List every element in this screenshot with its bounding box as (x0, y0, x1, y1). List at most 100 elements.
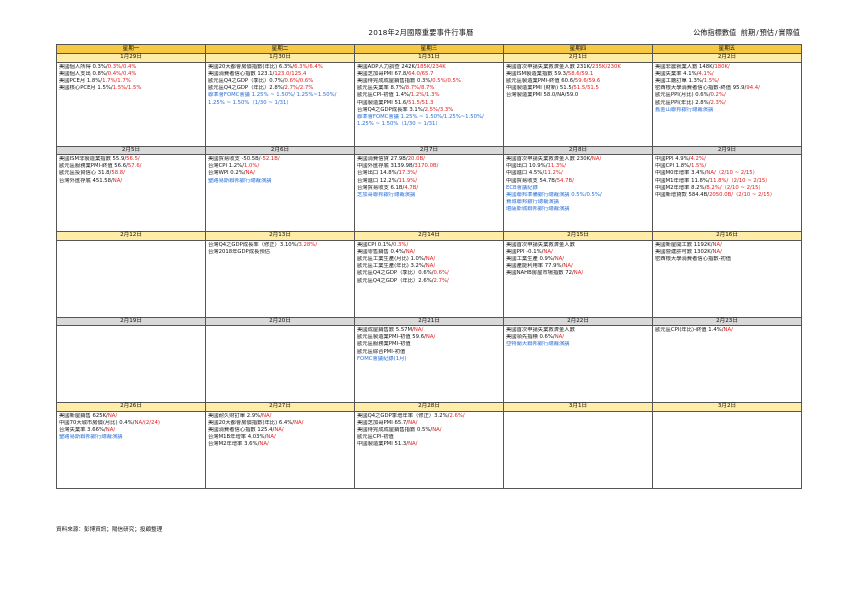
day-events: 美國Q4之GDP季增年率（修正）3.2%/2.6%/美國芝加哥PMI 65.7/… (354, 410, 504, 489)
day-events: 美國首次申請失業救濟金人數 230K/NA/中國出口 10.9%/11.3%/中… (503, 154, 653, 232)
event-values: 64.0/65.7 (408, 70, 434, 77)
event-calendar: 星期一 星期二 星期三 星期四 星期五 1月29日 1月30日 1月31日 2月1日 2… (56, 44, 802, 489)
event-text: 中國新增貸款 584.4B/ (655, 192, 710, 199)
event-line: 美國新屋開工數 1192K/NA/ (655, 242, 799, 249)
event-speech: FOMC會議紀錄(1月) (357, 355, 407, 362)
event-values: NA/ (413, 327, 424, 333)
event-values: 56.5/ (126, 156, 140, 162)
event-line: 1.25% ~ 1.50%（1/30 ~ 1/31） (208, 100, 352, 107)
date-cell: 2月9日 (652, 145, 802, 155)
event-line: 歐元區Q4之GDP（年比）2.8%/2.7%/2.7% (208, 85, 352, 92)
event-line: 美國成屋銷售數 5.57M/NA/ (357, 327, 501, 334)
event-text: 美國ISM非製造業指數 55.9/ (59, 156, 127, 162)
date-cell: 1月31日 (354, 53, 504, 63)
date-cell: 2月8日 (503, 145, 653, 155)
event-text: 美國芝加哥PMI 67.8/ (357, 70, 409, 77)
day-events: 中國PPI 4.9%/4.2%/中國CPI 1.8%/1.5%/中國M0年增率 … (652, 154, 802, 232)
event-line: 聖路易斯聯邦銀行總裁演講 (208, 178, 352, 185)
event-text: 歐元區CPI-初值 (357, 434, 394, 441)
event-values: NA/ (266, 434, 276, 441)
event-line: 歐元區PPI(年比) 2.8%/2.3%/ (655, 100, 799, 107)
event-text: 美國非農就業人數 148K/ (655, 63, 715, 70)
event-speech: 美國聯邦準備銀行總裁演講 0.5%/0.5%/ (506, 192, 602, 199)
event-text: 美國營建許可數 1302K/ (655, 248, 713, 255)
event-line: 美國20大都會房價指數(年比) 6.3%/6.3%/6.4% (208, 64, 352, 71)
event-values: 1.2%/1.3% (410, 92, 440, 99)
event-values: -52.1B/ (260, 156, 280, 162)
event-speech: 聖路易斯聯邦銀行總裁演講 (208, 177, 272, 184)
event-text: 歐元區工業生產(年比) 3.2%/ (357, 263, 426, 270)
event-text: 美國ADP人力調查 242K/ (357, 63, 417, 70)
date-row: 2月12日 2月13日 2月14日 2月15日 2月16日 (56, 231, 802, 241)
event-values: 2.6%/ (449, 412, 465, 419)
event-text: 美國失業率 4.1%/ (655, 70, 699, 77)
event-speech: 堪薩斯城聯邦銀行總裁演講 (506, 206, 570, 213)
event-values: 1.7%/1.7% (102, 77, 131, 84)
event-values: 0.6%/0.6% (284, 77, 314, 84)
event-text: 歐元區投資信心 31.8/ (59, 170, 112, 177)
date-cell: 2月14日 (354, 231, 504, 241)
event-line: 歐元區PPI(月比) 0.6%/0.2%/ (655, 92, 799, 99)
event-speech: 芝加哥聯邦銀行總裁演講 (357, 192, 416, 199)
event-speech: 1.25% ~ 1.50%（1/30 ~ 1/31） (357, 121, 441, 128)
event-values: NA/ (425, 255, 436, 262)
event-line: 美國產能利用率 77.9%/NA/ (506, 263, 650, 270)
event-speech: 費城聯邦銀行總裁演講 (506, 199, 559, 206)
event-values: 2.7%/2.7% (284, 85, 314, 92)
date-cell: 2月21日 (354, 316, 504, 326)
day-events: 美國ADP人力調查 242K/185K/234K 美國芝加哥PMI 67.8/64… (354, 61, 504, 147)
event-values: NA/ (425, 263, 436, 270)
day-events (56, 239, 206, 318)
event-text: 台灣Q4之GDP成長率（修正）3.10%/ (208, 241, 299, 248)
event-line: 美國待完成成屋銷售指數 0.3%/0.5%/0.5% (357, 78, 501, 85)
event-line: 美國首次申請失業救濟金人數 (506, 242, 650, 249)
event-values: 1.5%/ (690, 163, 707, 170)
event-text: 美國個人支出 0.8%/ (59, 70, 108, 77)
event-values: 4.2%/ (690, 156, 706, 162)
event-line: 美國核心PCE月 1.5%/1.5%/1.5% (59, 85, 203, 92)
event-values: 185K/234K (416, 63, 446, 70)
event-text: 美國貿易收支 -50.5B/ (208, 156, 261, 162)
events-row: 美國新屋銷售 625K/NA/中國70大城市房價(月比) 0.4%/NA/(2/… (56, 410, 802, 489)
event-speech: ECB會議紀錄 (506, 184, 538, 191)
event-values: NA/ (591, 156, 602, 162)
event-line: 美國ISM非製造業指數 55.9/56.5/ (59, 156, 203, 163)
event-text: 台灣M2年增率 3.6%/ (208, 441, 260, 448)
event-values: 17.3%/ (398, 170, 418, 177)
event-line: 台灣CPI 1.2%/1.0%/ (208, 163, 352, 170)
event-text: 美國20大都會房價指數(年比) 6.4%/ (208, 419, 295, 426)
event-line: 歐元區失業率 8.7%/8.7%/8.7% (357, 85, 501, 92)
event-text: 密西根大學消費者信心指數-初值 (655, 255, 732, 262)
event-values: 3170.0B/ (414, 163, 439, 170)
event-line: 歐元區Q4之GDP（季比）0.6%/0.6%/ (357, 270, 501, 277)
event-text: 密西根大學消費者信心指數-終值 95.9/ (655, 85, 747, 92)
event-values: 123.0/125.4 (274, 70, 307, 77)
event-text: 歐元區Q4之GDP（季比）0.6%/ (357, 270, 434, 277)
day-events: 美國ISM非製造業指數 55.9/56.5/歐元區服務業PMI-終值 56.6/… (56, 154, 206, 232)
event-line: 美國PPI -0.1%/NA/ (506, 249, 650, 256)
event-speech: 聯準會FOMC會議 1.25% ~ 1.50%/ 1.25%~1.50%/ (208, 92, 337, 99)
event-line: 歐元區工業生產(年比) 3.2%/NA/ (357, 263, 501, 270)
legend-actual: 實際值 (778, 28, 800, 37)
day-events: 美國非農就業人數 148K/180K/美國失業率 4.1%/4.1%/美國工廠訂… (652, 61, 802, 147)
day-events (503, 410, 653, 489)
event-line: 中國外匯存底 3139.9B/3170.0B/ (357, 163, 501, 170)
event-speech: 聯準會FOMC會議 1.25% ~ 1.50%/1.25%~1.50%/ (357, 113, 484, 120)
event-text: 美國NAHB房屋市場指數 72/ (506, 270, 574, 277)
event-text: 美國領先指標 0.6%/ (506, 334, 555, 341)
event-text: 美國消費者信心指數 125.4/ (208, 426, 275, 433)
event-text: 台灣貿易收支 6.1B/ (357, 184, 405, 191)
event-line: 台灣WPI 0.2%/NA/ (208, 170, 352, 177)
event-line: 美國首次申請失業救濟金人數 230K/NA/ (506, 156, 650, 163)
event-line: 美國20大都會房價指數(年比) 6.4%/NA/ (208, 420, 352, 427)
event-text: 美國首次申請失業救濟金人數 230K/ (506, 156, 592, 162)
day-events: 美國首次申請失業救濟金人數 231K/235K/230K 美國ISM製造業指數 5… (503, 61, 653, 147)
date-cell: 2月12日 (56, 231, 206, 241)
event-values: NA/ (408, 441, 418, 448)
event-text: 中國製造業PMI 51.6/ (357, 99, 409, 106)
event-line: 亞特蘭大聯邦銀行總裁演講 (506, 341, 650, 348)
event-line: 歐元區Q4之GDP（年比）2.6%/2.7%/ (357, 278, 501, 285)
event-values: NA/ (294, 419, 304, 426)
event-line: 歐元區Q4之GDP（季比）0.7%/0.6%/0.6% (208, 78, 352, 85)
event-values: 0.6%/ (433, 270, 449, 277)
